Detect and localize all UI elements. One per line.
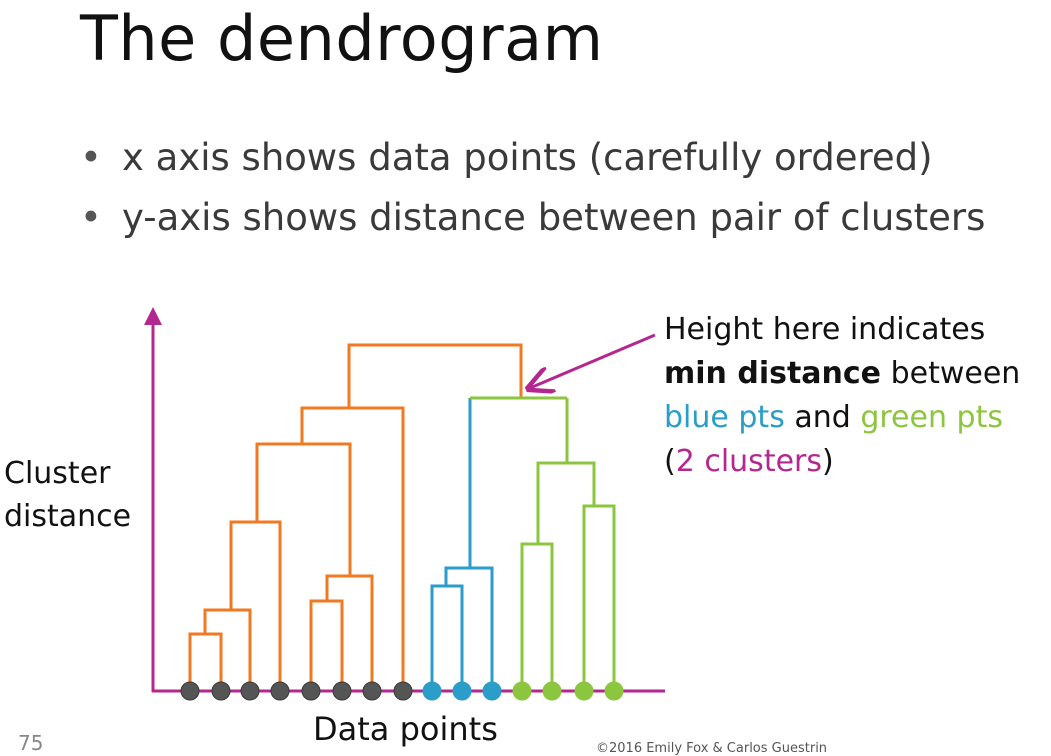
- annotation-green-text: green pts: [860, 400, 1003, 435]
- dendrogram-branch: [430, 584, 464, 690]
- bullet-dot: •: [80, 196, 102, 239]
- bullet-item: • y-axis shows distance between pair of c…: [80, 188, 985, 248]
- y-axis-label-line1: Cluster: [4, 456, 111, 491]
- dendrogram-branch: [300, 406, 405, 690]
- bullet-dot: •: [80, 136, 102, 179]
- annotation-line: blue pts and green pts: [664, 396, 1020, 440]
- dendrogram-branch: [188, 632, 223, 690]
- data-point-gray: [180, 681, 200, 701]
- dendrogram-branch: [309, 599, 344, 690]
- dendrogram-branch: [582, 504, 616, 690]
- dendrogram-branch: [536, 461, 596, 544]
- data-point-gray: [393, 681, 413, 701]
- data-point-blue: [452, 681, 472, 701]
- data-point-green: [574, 681, 594, 701]
- blue-cluster-branches: [430, 398, 494, 690]
- annotation-purple-text: 2 clusters: [675, 444, 822, 479]
- annotation-line: min distance between: [664, 352, 1020, 396]
- slide-number: 75: [18, 731, 44, 755]
- dendrogram-branch: [520, 542, 554, 690]
- data-point-gray: [240, 681, 260, 701]
- dendrogram-branch: [325, 574, 374, 690]
- annotation-paren-close: ): [822, 444, 834, 479]
- x-axis-label: Data points: [313, 710, 498, 748]
- orange-cluster-branches: [188, 343, 523, 690]
- green-cluster-branches: [470, 396, 616, 690]
- data-point-gray: [270, 681, 290, 701]
- bullet-list: • x axis shows data points (carefully ord…: [80, 128, 985, 248]
- y-axis-label-line2: distance: [4, 499, 132, 534]
- annotation-mid-text: and: [784, 400, 861, 435]
- bullet-item: • x axis shows data points (carefully ord…: [80, 128, 985, 188]
- data-point-gray: [211, 681, 231, 701]
- data-point-blue: [422, 681, 442, 701]
- bullet-text: y-axis shows distance between pair of cl…: [122, 196, 986, 239]
- annotation-line1: Height here indicates: [664, 312, 986, 347]
- annotation-bold-text: min distance: [664, 356, 882, 391]
- bullet-text: x axis shows data points (carefully orde…: [122, 136, 933, 179]
- annotation-paren-open: (: [664, 444, 676, 479]
- page-title: The dendrogram: [80, 2, 604, 75]
- annotation-line2-rest: between: [881, 356, 1021, 391]
- annotation-arrow: [530, 333, 656, 388]
- dendrogram-branch: [347, 343, 523, 408]
- dendrogram-branch: [229, 520, 282, 690]
- data-point-green: [542, 681, 562, 701]
- data-points: [180, 681, 624, 701]
- dendrogram-branch: [203, 608, 252, 690]
- data-point-gray: [362, 681, 382, 701]
- copyright-text: ©2016 Emily Fox & Carlos Guestrin: [596, 741, 828, 756]
- annotation-text: Height here indicates min distance betwe…: [664, 308, 1020, 484]
- annotation-line: Height here indicates: [664, 308, 1020, 352]
- annotation-line: (2 clusters): [664, 440, 1020, 484]
- dendrogram-branch: [255, 442, 352, 576]
- annotation-blue-text: blue pts: [664, 400, 785, 435]
- data-point-gray: [332, 681, 352, 701]
- data-point-blue: [482, 681, 502, 701]
- data-point-gray: [301, 681, 321, 701]
- data-point-green: [512, 681, 532, 701]
- y-axis-label: Cluster distance: [4, 452, 131, 538]
- data-point-green: [604, 681, 624, 701]
